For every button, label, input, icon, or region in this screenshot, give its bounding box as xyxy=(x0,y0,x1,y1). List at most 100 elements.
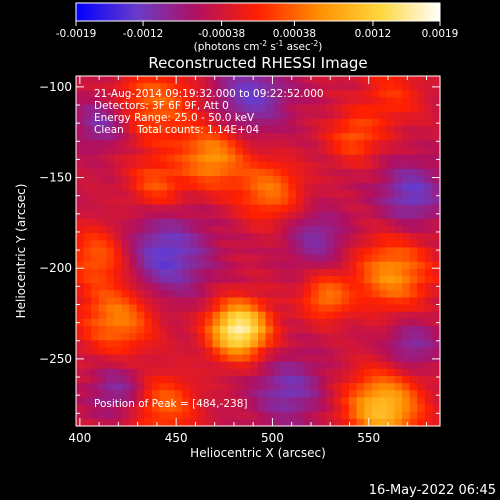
heatmap-cell xyxy=(98,190,107,199)
heatmap-cell xyxy=(386,333,396,341)
heatmap-cell xyxy=(250,383,259,391)
heatmap-cell xyxy=(212,383,221,391)
heatmap-cell xyxy=(76,90,85,99)
heatmap-cell xyxy=(159,418,168,427)
heatmap-cell xyxy=(136,226,145,234)
heatmap-cell xyxy=(371,318,380,327)
x-tick-label: 400 xyxy=(68,431,91,445)
heatmap-cell xyxy=(167,376,176,384)
heatmap-cell xyxy=(356,361,365,370)
heatmap-cell xyxy=(371,361,380,370)
y-tick-label: −200 xyxy=(39,261,72,275)
heatmap-cell xyxy=(318,176,327,184)
heatmap-cell xyxy=(318,154,327,163)
heatmap-cell xyxy=(121,168,130,177)
heatmap-cell xyxy=(106,83,115,91)
heatmap-cell xyxy=(76,247,85,256)
heatmap-cell xyxy=(197,418,206,427)
heatmap-cell xyxy=(220,383,229,391)
heatmap-cell xyxy=(349,340,358,349)
heatmap-cell xyxy=(265,247,274,256)
heatmap-cell xyxy=(288,361,297,370)
heatmap-cell xyxy=(151,311,161,320)
heatmap-cell xyxy=(227,161,236,170)
heatmap-cell xyxy=(250,161,259,170)
heatmap-cell xyxy=(424,161,434,170)
heatmap-cell xyxy=(265,390,274,399)
heatmap-cell xyxy=(242,390,252,399)
heatmap-cell xyxy=(167,297,176,306)
heatmap-cell xyxy=(91,411,100,420)
heatmap-cell xyxy=(91,297,100,306)
heatmap-cell xyxy=(98,147,107,156)
heatmap-cell xyxy=(242,97,252,106)
heatmap-cell xyxy=(136,76,145,84)
heatmap-cell xyxy=(167,283,176,291)
heatmap-cell xyxy=(402,411,411,420)
heatmap-cell xyxy=(76,168,85,177)
heatmap-cell xyxy=(121,154,130,163)
heatmap-cell xyxy=(113,211,123,220)
heatmap-cell xyxy=(83,418,92,427)
heatmap-cell xyxy=(167,176,176,184)
heatmap-cell xyxy=(432,97,441,106)
heatmap-cell xyxy=(273,254,282,263)
heatmap-cell xyxy=(258,226,267,234)
heatmap-cell xyxy=(113,133,123,141)
heatmap-cell xyxy=(364,176,373,184)
heatmap-cell xyxy=(280,204,289,213)
heatmap-cell xyxy=(303,354,312,363)
heatmap-cell xyxy=(121,111,130,120)
heatmap-cell xyxy=(288,111,297,120)
heatmap-cell xyxy=(265,326,274,334)
heatmap-cell xyxy=(204,318,214,327)
heatmap-cell xyxy=(182,240,191,249)
heatmap-cell xyxy=(303,83,312,91)
heatmap-cell xyxy=(182,140,191,149)
heatmap-cell xyxy=(121,304,130,313)
heatmap-cell xyxy=(83,411,92,420)
heatmap-cell xyxy=(212,297,221,306)
heatmap-cell xyxy=(311,276,320,284)
heatmap-cell xyxy=(98,276,107,284)
heatmap-cell xyxy=(326,97,335,106)
heatmap-cell xyxy=(394,126,403,134)
heatmap-cell xyxy=(91,383,100,391)
heatmap-cell xyxy=(356,133,365,141)
heatmap-cell xyxy=(129,190,138,199)
heatmap-cell xyxy=(83,140,92,149)
heatmap-cell xyxy=(144,183,153,191)
heatmap-cell xyxy=(394,297,403,306)
heatmap-cell xyxy=(220,318,229,327)
heatmap-cell xyxy=(409,204,418,213)
heatmap-cell xyxy=(91,204,100,213)
heatmap-cell xyxy=(91,340,100,349)
heatmap-cell xyxy=(424,240,434,249)
heatmap-cell xyxy=(273,340,282,349)
heatmap-cell xyxy=(242,176,252,184)
heatmap-cell xyxy=(212,97,221,106)
heatmap-cell xyxy=(424,133,434,141)
heatmap-cell xyxy=(326,411,335,420)
heatmap-cell xyxy=(356,276,365,284)
heatmap-cell xyxy=(250,368,259,377)
heatmap-cell xyxy=(98,411,107,420)
heatmap-cell xyxy=(424,397,434,406)
heatmap-cell xyxy=(417,218,426,227)
heatmap-cell xyxy=(250,283,259,291)
heatmap-cell xyxy=(432,218,441,227)
heatmap-cell xyxy=(295,226,305,234)
heatmap-cell xyxy=(151,340,161,349)
heatmap-cell xyxy=(356,390,365,399)
heatmap-cell xyxy=(341,240,350,249)
heatmap-cell xyxy=(159,76,168,84)
heatmap-cell xyxy=(341,354,350,363)
heatmap-cell xyxy=(106,390,115,399)
heatmap-cell xyxy=(98,340,107,349)
heatmap-cell xyxy=(356,326,365,334)
heatmap-cell xyxy=(220,340,229,349)
heatmap-cell xyxy=(333,83,343,91)
heatmap-cell xyxy=(250,333,259,341)
heatmap-cell xyxy=(174,111,183,120)
heatmap-cell xyxy=(432,276,441,284)
